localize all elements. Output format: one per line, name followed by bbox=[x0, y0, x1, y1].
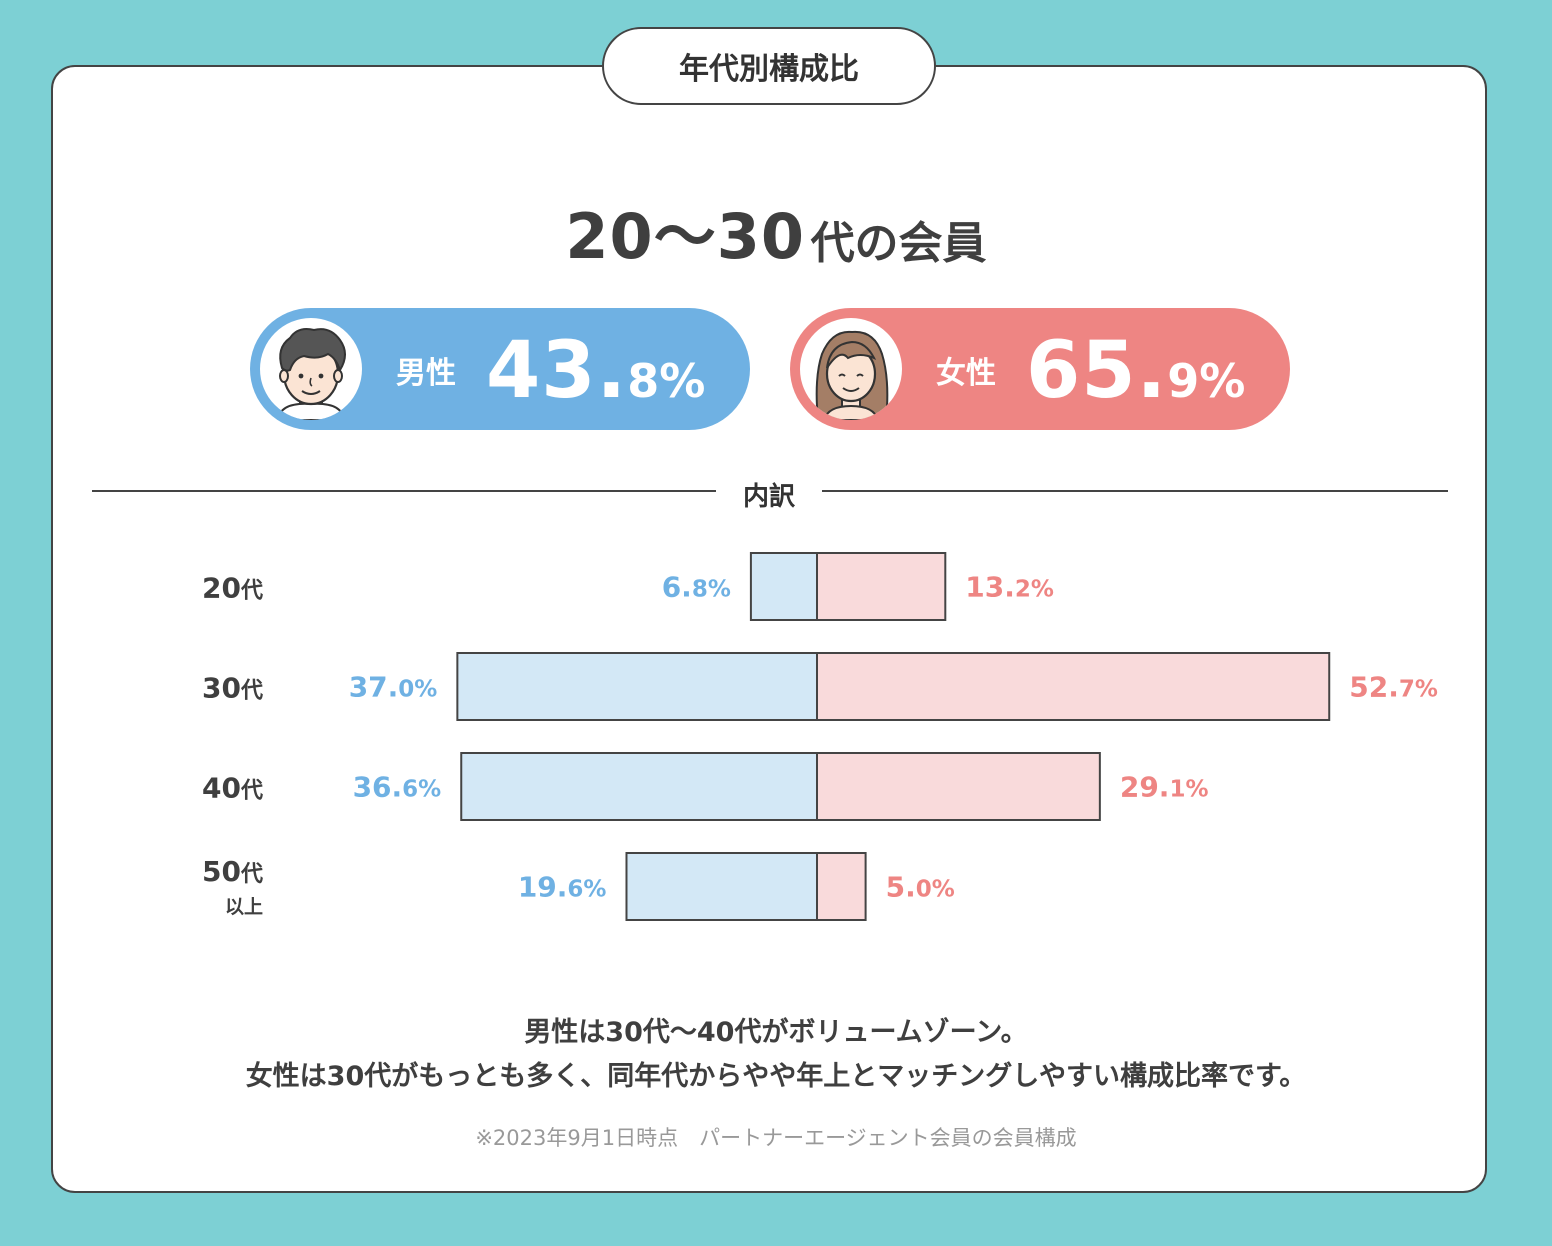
male-ratio-value: 43.8% bbox=[486, 326, 705, 416]
category-label-2: 40代 bbox=[202, 772, 263, 805]
female-avatar-icon bbox=[800, 318, 902, 420]
male-bar-1 bbox=[456, 652, 818, 721]
male-bar-3 bbox=[625, 852, 818, 921]
female-ratio-pill: 女性 65.9% bbox=[790, 308, 1290, 430]
category-label-0: 20代 bbox=[202, 572, 263, 605]
male-bar-2 bbox=[460, 752, 818, 821]
male-ratio-pill: 男性 43.8% bbox=[250, 308, 750, 430]
male-value-label-3: 19.6% bbox=[518, 871, 607, 904]
female-bar-3 bbox=[816, 852, 867, 921]
male-avatar-icon bbox=[260, 318, 362, 420]
female-ratio-dec: 9% bbox=[1167, 354, 1246, 408]
headline: 20〜30 代の会員 bbox=[0, 186, 1552, 276]
footnote: ※2023年9月1日時点 パートナーエージェント会員の会員構成 bbox=[475, 1126, 1077, 1150]
male-value-label-0: 6.8% bbox=[662, 571, 731, 604]
male-ratio-int: 43. bbox=[486, 326, 628, 416]
divider-right bbox=[822, 490, 1448, 492]
category-sublabel-3: 以上 bbox=[225, 896, 263, 918]
male-value-label-1: 37.0% bbox=[349, 671, 438, 704]
female-ratio-int: 65. bbox=[1026, 326, 1168, 416]
category-label-1: 30代 bbox=[202, 672, 263, 705]
female-value-label-3: 5.0% bbox=[886, 871, 955, 904]
female-label: 女性 bbox=[936, 356, 996, 391]
female-ratio-value: 65.9% bbox=[1026, 326, 1245, 416]
female-bar-0 bbox=[816, 552, 947, 621]
male-ratio-dec: 8% bbox=[627, 354, 706, 408]
female-value-label-0: 13.2% bbox=[965, 571, 1054, 604]
breakdown-label: 内訳 bbox=[742, 482, 795, 512]
divider-left bbox=[92, 490, 716, 492]
male-label: 男性 bbox=[396, 356, 456, 391]
section-tag: 年代別構成比 bbox=[602, 27, 936, 105]
female-value-label-1: 52.7% bbox=[1349, 671, 1438, 704]
female-value-label-2: 29.1% bbox=[1120, 771, 1209, 804]
female-bar-2 bbox=[816, 752, 1101, 821]
age-breakdown-chart: 20代 6.8% 13.2% 30代 37.0% 52.7% 40代 36.6% 29.1% 50… bbox=[202, 552, 1438, 921]
note-line-1: 男性は30代〜40代がボリュームゾーン。 bbox=[524, 1017, 1028, 1048]
female-bar-1 bbox=[816, 652, 1331, 721]
category-label-3: 50代 bbox=[202, 855, 263, 888]
summary-card bbox=[51, 65, 1487, 1193]
male-value-label-2: 36.6% bbox=[353, 771, 442, 804]
male-bar-0 bbox=[749, 552, 818, 621]
headline-suffix: 代の会員 bbox=[810, 218, 987, 269]
note-line-2: 女性は30代がもっとも多く、同年代からやや年上とマッチングしやすい構成比率です。 bbox=[245, 1061, 1307, 1092]
headline-range: 20〜30 bbox=[565, 200, 805, 273]
